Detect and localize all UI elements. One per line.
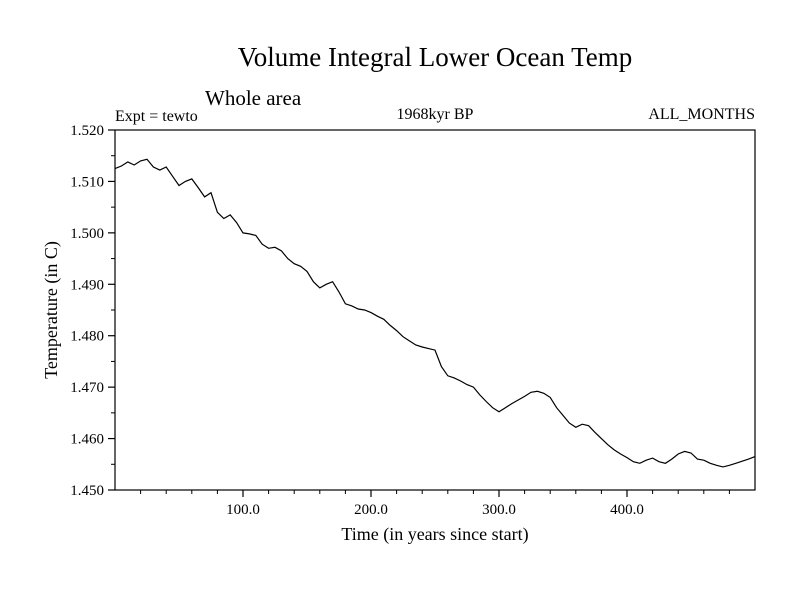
x-tick-label: 400.0 xyxy=(610,502,644,518)
y-tick-label: 1.480 xyxy=(70,329,104,345)
y-tick-label: 1.510 xyxy=(70,174,104,190)
x-tick-label: 200.0 xyxy=(354,502,388,518)
y-tick-label: 1.460 xyxy=(70,432,104,448)
y-tick-label: 1.520 xyxy=(70,123,104,139)
x-tick-label: 100.0 xyxy=(226,502,260,518)
chart-title: Volume Integral Lower Ocean Temp xyxy=(237,42,633,72)
y-tick-label: 1.450 xyxy=(70,483,104,499)
chart-subtitle: Whole area xyxy=(205,86,302,110)
experiment-label: Expt = tewto xyxy=(115,108,198,125)
y-tick-label: 1.490 xyxy=(70,277,104,293)
axes: 100.0 200.0 300.0 400.0 1.450 1.460 1.470 1.480… xyxy=(70,123,756,518)
y-tick-label: 1.470 xyxy=(70,380,104,396)
x-axis-label: Time (in years since start) xyxy=(341,524,528,545)
months-label: ALL_MONTHS xyxy=(648,106,755,123)
y-tick-label: 1.500 xyxy=(70,226,104,242)
timestamp-label: 1968kyr BP xyxy=(396,106,474,123)
y-axis-label: Temperature (in C) xyxy=(41,241,62,379)
temperature-series-line xyxy=(114,158,756,468)
x-tick-label: 300.0 xyxy=(482,502,516,518)
